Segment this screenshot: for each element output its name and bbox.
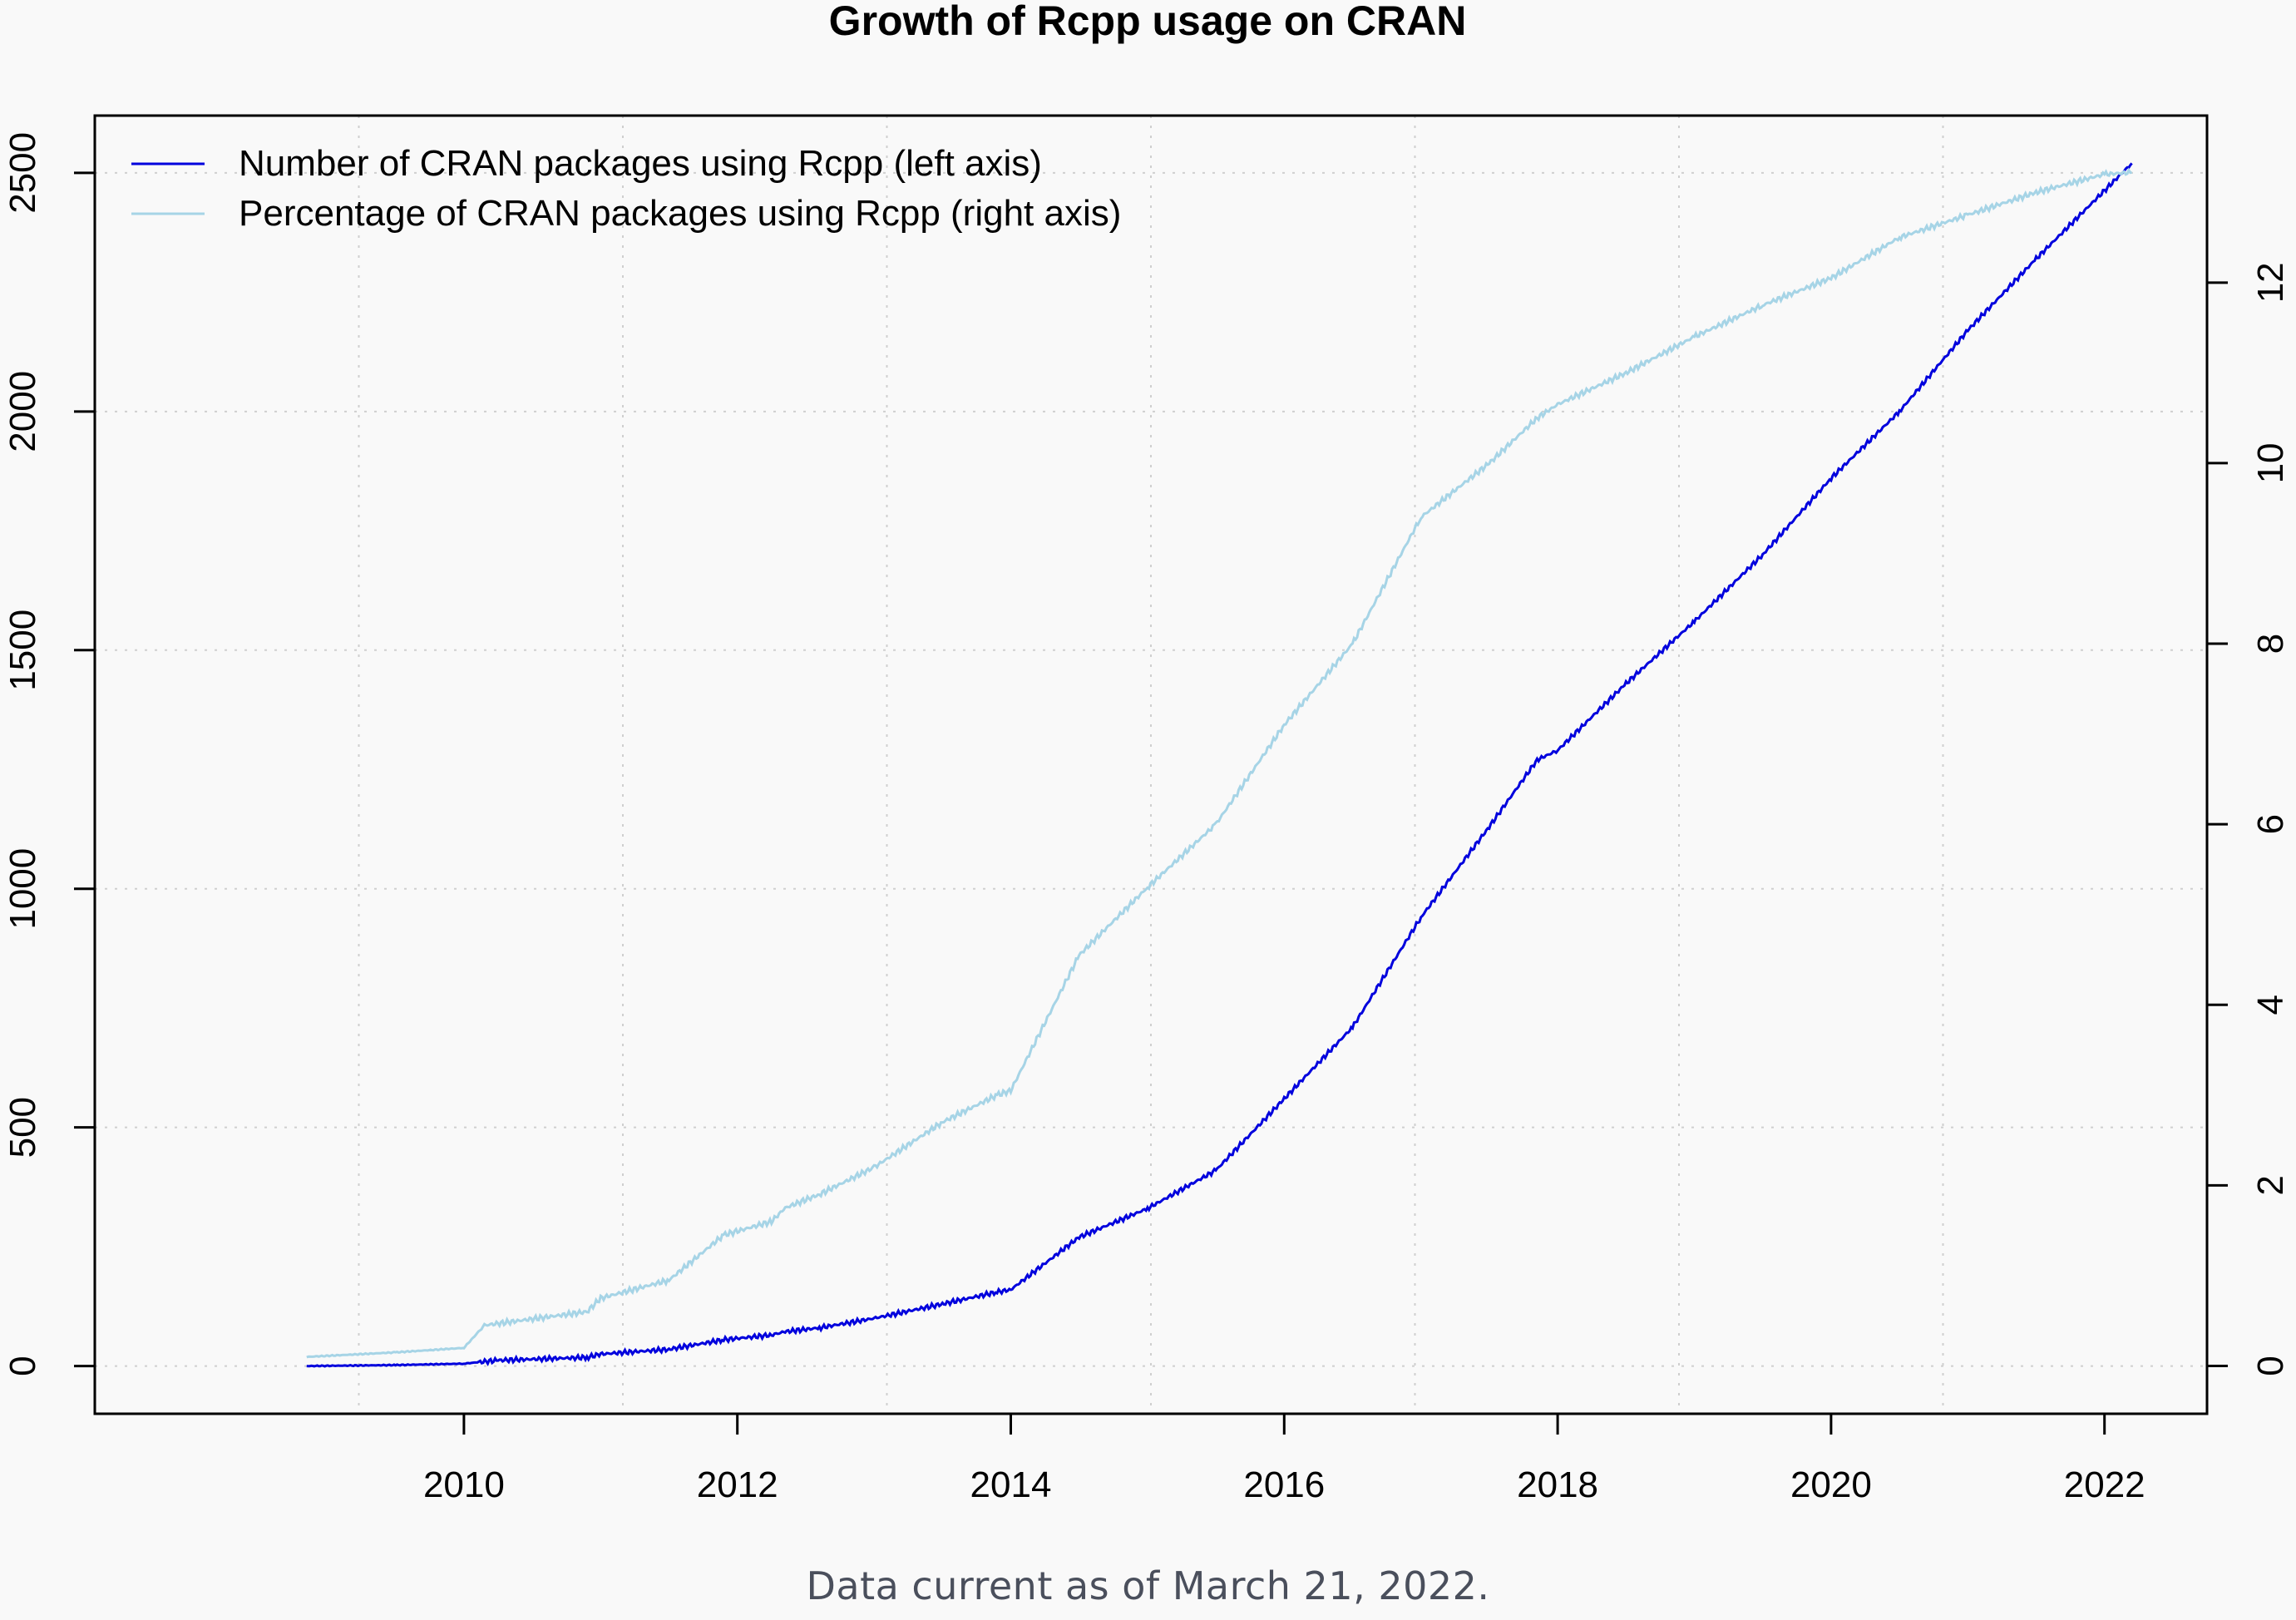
legend: Number of CRAN packages using Rcpp (left… <box>131 143 1121 234</box>
chart-title: Growth of Rcpp usage on CRAN <box>829 0 1467 44</box>
axes: 2010 2012 2014 2016 2018 2020 2022050010001500… <box>2 132 2291 1505</box>
x-tick-label: 2010 <box>423 1464 505 1505</box>
y-right-tick-label: 2 <box>2250 1175 2291 1195</box>
y-right-tick-label: 10 <box>2250 442 2291 483</box>
x-tick-label: 2020 <box>1790 1464 1872 1505</box>
y-left-tick-label: 500 <box>2 1097 43 1158</box>
grid-lines <box>95 116 2207 1414</box>
legend-label-percentage: Percentage of CRAN packages using Rcpp (… <box>239 193 1121 234</box>
y-left-tick-label: 2000 <box>2 371 43 452</box>
x-tick-label: 2022 <box>2064 1464 2145 1505</box>
x-tick-label: 2014 <box>970 1464 1052 1505</box>
x-tick-label: 2016 <box>1243 1464 1325 1505</box>
y-right-tick-label: 0 <box>2250 1356 2291 1376</box>
y-left-tick-label: 1000 <box>2 848 43 930</box>
series-line-count <box>306 162 2133 1368</box>
y-right-tick-label: 8 <box>2250 634 2291 654</box>
x-tick-label: 2018 <box>1517 1464 1598 1505</box>
series-line-percentage <box>306 167 2132 1359</box>
x-tick-label: 2012 <box>697 1464 778 1505</box>
y-right-tick-label: 4 <box>2250 995 2291 1015</box>
y-left-tick-label: 1500 <box>2 610 43 691</box>
y-right-tick-label: 6 <box>2250 814 2291 834</box>
plot-frame <box>93 114 2209 1415</box>
series-lines <box>306 162 2133 1368</box>
y-left-tick-label: 2500 <box>2 132 43 214</box>
y-left-tick-label: 0 <box>2 1356 43 1376</box>
y-right-tick-label: 12 <box>2250 262 2291 303</box>
data-currency-caption: Data current as of March 21, 2022. <box>806 1563 1490 1608</box>
legend-label-count: Number of CRAN packages using Rcpp (left… <box>239 143 1042 184</box>
